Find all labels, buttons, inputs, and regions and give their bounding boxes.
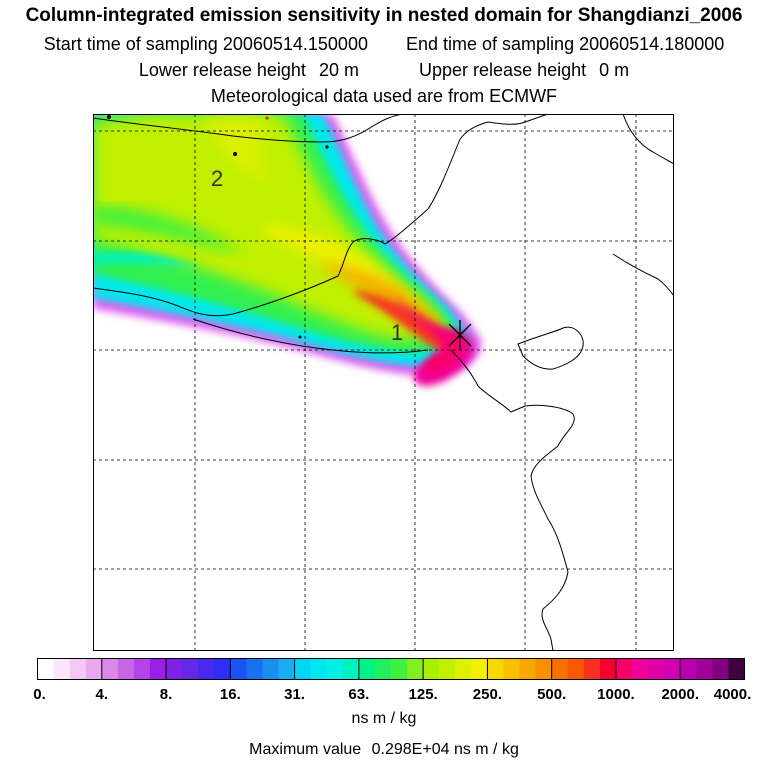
colorbar-cell (535, 658, 553, 680)
contour-label-2: 2 (211, 166, 223, 191)
start-time-value: 20060514.150000 (222, 34, 368, 54)
colorbar-cell (696, 658, 713, 680)
colorbar-cell (615, 658, 633, 680)
receptor-cross-icon (448, 320, 472, 350)
colorbar-cell (648, 658, 665, 680)
colorbar-cell (166, 658, 183, 680)
colorbar-cell (455, 658, 472, 680)
met-data-text: Meteorological data used are from ECMWF (210, 86, 558, 106)
colorbar-cell (37, 658, 54, 680)
colorbar-cell (294, 658, 312, 680)
lower-height-label: Lower release height (138, 60, 306, 80)
plot-title-text: Column-integrated emission sensitivity i… (25, 5, 743, 26)
colorbar-cell (358, 658, 376, 680)
colorbar-cell (246, 658, 263, 680)
colorbar-cell (214, 658, 231, 680)
colorbar-tick-label: 4000. (713, 686, 752, 703)
colorbar-cell (101, 658, 119, 680)
colorbar-cell (583, 658, 601, 680)
colorbar-cell (503, 658, 520, 680)
release-height-line: Lower release height 20 m Upper release … (0, 59, 768, 81)
colorbar-cell (342, 658, 360, 680)
plume-field (93, 114, 482, 386)
colorbar-cell (230, 658, 247, 680)
colorbar-cell (632, 658, 649, 680)
contour-label-1: 1 (391, 320, 403, 345)
colorbar-cell (198, 658, 215, 680)
grid-lines (93, 114, 674, 651)
upper-height-value: 0 m (599, 60, 630, 80)
colorbar-tick-label: 4. (95, 686, 109, 703)
colorbar-tick-label: 16. (219, 686, 241, 703)
colorbar-tick-label: 250. (472, 686, 503, 703)
colorbar-tick-label: 1000. (597, 686, 635, 703)
colorbar-cell (262, 658, 279, 680)
coastlines (93, 114, 674, 651)
colorbar-cell (551, 658, 569, 680)
colorbar-cell (310, 658, 328, 680)
colorbar-cell (149, 658, 167, 680)
colorbar-cell (439, 658, 456, 680)
upper-height-label: Upper release height (419, 60, 587, 80)
colorbar-cell (374, 658, 392, 680)
colorbar (37, 658, 745, 680)
colorbar-tick-label: 31. (284, 686, 306, 703)
colorbar-cell (326, 658, 344, 680)
colorbar-cell (664, 658, 681, 680)
start-time-label: Start time of sampling (43, 34, 218, 54)
colorbar-cell (567, 658, 585, 680)
sampling-time-line: Start time of sampling 20060514.150000 E… (0, 33, 768, 55)
colorbar-tick-label: 2000. (661, 686, 699, 703)
end-time-value: 20060514.180000 (579, 34, 725, 54)
colorbar-cell (487, 658, 504, 680)
colorbar-cell (53, 658, 71, 680)
colorbar-cell (471, 658, 488, 680)
colorbar-tick-label: 63. (348, 686, 370, 703)
colorbar-frame (37, 658, 745, 680)
colorbar-cell (519, 658, 537, 680)
station-dots (107, 115, 329, 339)
maximum-value: 0.298E+04 ns m / kg (371, 741, 519, 758)
colorbar-cell (69, 658, 87, 680)
plot-title: Column-integrated emission sensitivity i… (0, 5, 768, 27)
map-frame (93, 114, 674, 651)
colorbar-cell (133, 658, 151, 680)
colorbar-cell (728, 658, 745, 680)
colorbar-cell (391, 658, 408, 680)
maximum-value-label: Maximum value (249, 741, 362, 758)
colorbar-cell (423, 658, 440, 680)
colorbar-cell (407, 658, 424, 680)
sensitivity-map: 2 1 (93, 114, 674, 651)
colorbar-cell (182, 658, 199, 680)
colorbar-cell (117, 658, 135, 680)
met-data-line: Meteorological data used are from ECMWF (0, 85, 768, 107)
colorbar-cell (278, 658, 295, 680)
colorbar-cell (85, 658, 103, 680)
colorbar-units: ns m / kg (351, 710, 417, 727)
colorbar-cells (37, 658, 745, 680)
colorbar-tick-label: 0. (33, 686, 46, 703)
colorbar-tick-label: 8. (159, 686, 173, 703)
colorbar-cell (680, 658, 697, 680)
maximum-value-line: Maximum value 0.298E+04 ns m / kg (0, 741, 768, 759)
lower-height-value: 20 m (318, 60, 359, 80)
end-time-label: End time of sampling (406, 34, 575, 54)
colorbar-cell (599, 658, 617, 680)
colorbar-tick-label: 125. (408, 686, 438, 703)
colorbar-tick-label: 500. (537, 686, 567, 703)
colorbar-cell (712, 658, 729, 680)
